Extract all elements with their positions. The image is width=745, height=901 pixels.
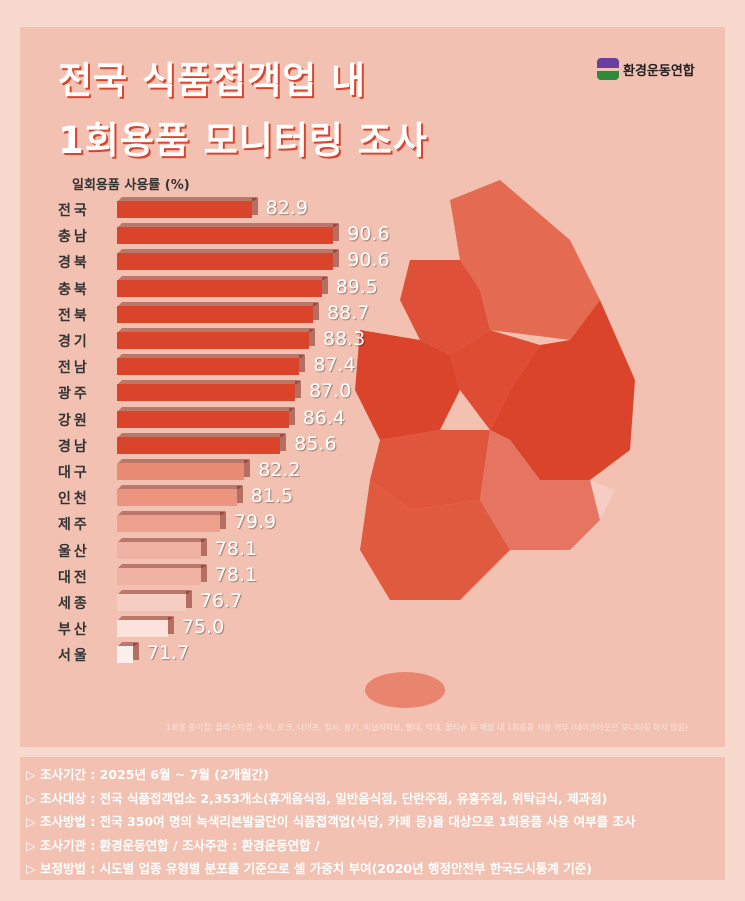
info-period: ▷ 조사기간 : 2025년 6월 ~ 7월 (2개월간): [26, 767, 269, 782]
value-label: 88.3: [322, 328, 366, 350]
value-label: 90.6: [347, 223, 390, 246]
map-gangwon: [450, 180, 600, 340]
bar: [117, 354, 306, 376]
info-method: ▷ 조사방법 : 전국 350여 명의 녹색리본발굴단이 식품접객업(식당, 카…: [26, 814, 636, 829]
category-label: 부산: [58, 622, 90, 639]
category-label: 경남: [58, 438, 90, 455]
bar: [117, 616, 174, 638]
value-label: 89.5: [335, 275, 378, 298]
map-chungnam: [355, 330, 460, 440]
bar: [117, 485, 243, 507]
info-target: ▷ 조사대상 : 전국 식품접객업소 2,353개소(휴게음식점, 일반음식점,…: [26, 790, 608, 806]
category-label: 강원: [58, 412, 90, 429]
logo: 환경운동연합: [597, 58, 695, 80]
value-label: 81.5: [250, 485, 294, 508]
category-label: 전남: [58, 360, 90, 377]
map-jeonbuk: [370, 430, 490, 510]
bar: [117, 275, 328, 297]
footnote: 1회용 종이컵, 플라스틱컵, 수저, 포크, 나이프, 접시, 용기, 비닐식…: [166, 723, 689, 732]
bar: [117, 249, 340, 271]
value-label: 85.6: [294, 432, 337, 455]
bar: [117, 642, 139, 664]
value-label: 87.4: [313, 354, 356, 377]
info-organization: ▷ 조사기관 : 환경운동연합 / 조사주관 : 환경운동연합 /: [26, 837, 320, 853]
map-jeju: [365, 672, 445, 708]
category-label: 울산: [58, 543, 90, 560]
korea-map: [355, 180, 635, 708]
bar: [117, 432, 287, 454]
logo-icon: [597, 58, 619, 80]
value-label: 78.1: [214, 537, 258, 560]
category-label: 광주: [58, 386, 90, 403]
bar: [117, 406, 295, 428]
value-label: 76.7: [199, 590, 243, 612]
survey-info: ▷ 조사기간 : 2025년 6월 ~ 7월 (2개월간) ▷ 조사대상 : 전…: [20, 757, 725, 880]
bar: [117, 301, 320, 323]
value-label: 88.7: [327, 301, 370, 324]
map-gyeongbuk: [490, 300, 635, 480]
value-label: 71.7: [146, 642, 190, 665]
map-busan: [590, 480, 615, 520]
bar: [117, 380, 302, 402]
category-label: 경기: [58, 334, 90, 350]
category-label: 경북: [58, 255, 90, 272]
map-gyeongnam: [480, 430, 600, 550]
value-label: 82.2: [258, 459, 301, 481]
y-axis-label: 일회용품 사용률 (%): [72, 178, 190, 193]
title-line1: 전국 식품접객업 내: [58, 59, 367, 102]
value-label: 82.9: [265, 197, 308, 219]
title-line2: 1회용품 모니터링 조사: [58, 119, 428, 162]
category-label: 인천: [58, 491, 90, 508]
bar: [117, 197, 258, 218]
map-jeonnam: [360, 480, 510, 600]
category-label: 전북: [58, 307, 90, 324]
value-label: 87.0: [309, 380, 352, 403]
bar: [117, 511, 226, 533]
value-label: 90.6: [347, 249, 390, 272]
bar: [117, 537, 207, 559]
bar: [117, 459, 251, 480]
value-label: 86.4: [302, 406, 346, 429]
bar: [117, 223, 340, 245]
bar: [117, 563, 207, 585]
category-label: 충남: [58, 229, 90, 246]
category-label: 대구: [58, 465, 90, 481]
category-label: 서울: [58, 648, 90, 665]
value-label: 79.9: [233, 511, 277, 534]
map-chungbuk: [450, 330, 540, 430]
logo-text: 환경운동연합: [623, 63, 695, 79]
map-gyeonggi: [400, 260, 490, 355]
category-label: 세종: [58, 596, 90, 612]
category-label: 대전: [58, 569, 90, 586]
info-correction: ▷ 보정방법 : 시도별 업종 유형별 분포를 기준으로 셀 가중치 부여(20…: [26, 861, 592, 876]
category-label: 전국: [58, 203, 90, 219]
category-label: 제주: [58, 517, 90, 534]
value-label: 78.1: [214, 563, 258, 586]
bar: [117, 590, 192, 611]
bar: [117, 328, 315, 349]
category-label: 충북: [58, 281, 90, 298]
value-label: 75.0: [181, 616, 225, 639]
